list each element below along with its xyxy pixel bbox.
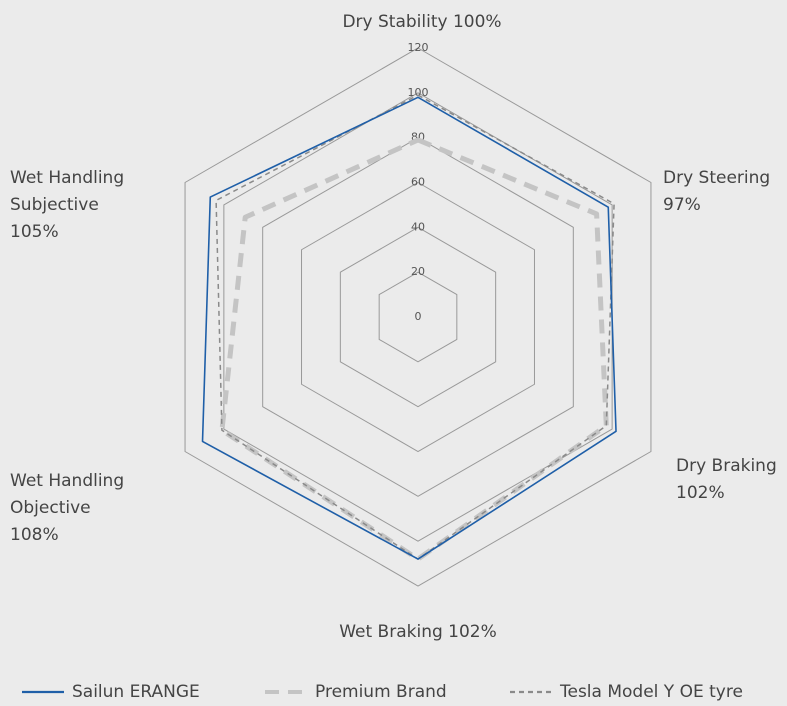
r-tick-label: 20	[411, 265, 425, 278]
grid-ring	[301, 181, 535, 453]
grid-ring	[378, 271, 458, 363]
r-tick-label: 0	[415, 310, 422, 323]
category-label: Wet Braking 102%	[339, 622, 497, 642]
category-label: Wet Handling	[10, 168, 124, 188]
category-label: Dry Braking	[676, 456, 777, 476]
series-line	[219, 137, 609, 562]
legend-label: Sailun ERANGE	[72, 682, 200, 702]
grid-ring	[339, 226, 497, 408]
category-label: Objective	[10, 498, 91, 518]
category-label: Subjective	[10, 195, 99, 215]
series-line	[201, 96, 617, 560]
category-label: Dry Stability 100%	[342, 12, 501, 32]
grid-ring	[223, 92, 613, 542]
r-tick-label: 100	[408, 86, 429, 99]
legend-label: Premium Brand	[315, 682, 447, 702]
series-line	[215, 94, 615, 560]
category-label: 97%	[663, 195, 701, 215]
category-label: 105%	[10, 222, 59, 242]
legend-label: Tesla Model Y OE tyre	[559, 682, 743, 702]
r-tick-label: 120	[408, 41, 429, 54]
category-label: Dry Steering	[663, 168, 770, 188]
r-tick-label: 60	[411, 176, 425, 189]
category-label: Wet Handling	[10, 471, 124, 491]
category-label: 102%	[676, 483, 725, 503]
category-label: 108%	[10, 525, 59, 545]
grid-ring	[184, 47, 652, 587]
grid-ring	[262, 137, 574, 497]
r-tick-label: 40	[411, 220, 425, 233]
